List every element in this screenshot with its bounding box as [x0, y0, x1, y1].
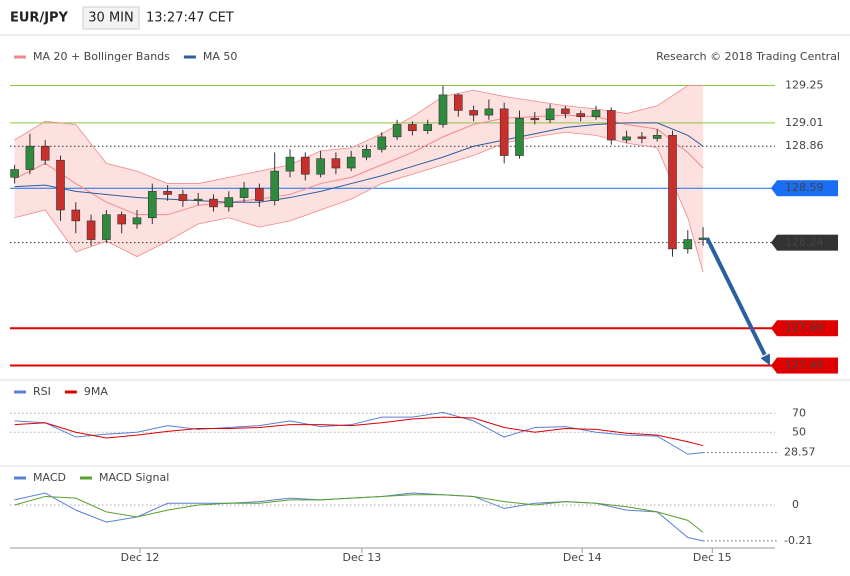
last-value-label: 28.57 [784, 446, 816, 459]
interval-box [82, 6, 140, 30]
candle-body [331, 158, 341, 169]
symbol: EUR/JPY [10, 11, 69, 26]
level-label-tip [771, 234, 777, 251]
candle-body [178, 194, 188, 201]
candle-body [224, 197, 234, 208]
candle-body [469, 110, 478, 116]
candle-body [300, 156, 310, 175]
candle-body [209, 198, 218, 208]
candle-body [453, 94, 463, 111]
candle-body [56, 159, 65, 211]
candle-body [163, 191, 172, 195]
candle-body [622, 136, 631, 141]
candle-body [270, 170, 279, 201]
candle-body [652, 135, 662, 139]
level-label-box [777, 180, 838, 197]
forecast-arrowhead [760, 353, 770, 366]
x-tick-label: Dec 13 [343, 551, 382, 564]
candle-body [40, 145, 50, 161]
candle-body [10, 169, 19, 178]
candle-body [316, 158, 325, 175]
level-label-tip [771, 320, 777, 337]
x-tick-label: Dec 12 [121, 551, 160, 564]
x-tick-label: Dec 14 [563, 551, 602, 564]
candle-body [346, 156, 356, 169]
level-label: 127.69 [785, 321, 824, 334]
line [14, 114, 704, 216]
level-label-box [777, 234, 838, 251]
candle-body [438, 94, 448, 125]
candle-body [132, 217, 142, 225]
candle-body [668, 135, 677, 250]
level-label: 128.24 [785, 236, 824, 249]
candle-body [515, 117, 524, 156]
line [14, 416, 704, 447]
candle-body [637, 136, 647, 139]
level-label-box [777, 357, 838, 374]
candle-body [561, 108, 570, 114]
candle-body [362, 149, 371, 158]
y-tick-label: 70 [792, 406, 806, 419]
candle-body [576, 113, 585, 117]
candle-body [591, 110, 601, 117]
candle-body [530, 117, 540, 121]
line [14, 494, 704, 533]
level-label: 129.01 [785, 116, 824, 129]
line [14, 122, 704, 203]
candle-body [683, 239, 693, 250]
candle-body [408, 124, 417, 131]
candle-body [25, 145, 35, 170]
forecast-arrow [705, 237, 767, 356]
candle-body [71, 209, 81, 222]
line [14, 411, 704, 455]
legend-label: 9MA [84, 385, 108, 398]
candle-body [377, 136, 387, 150]
bollinger-band [14, 85, 704, 273]
level-label-tip [771, 180, 777, 197]
line [14, 131, 704, 273]
candle-body [545, 108, 555, 121]
candle-body [239, 187, 249, 198]
legend-label: RSI [33, 385, 51, 398]
line [14, 85, 704, 184]
y-tick-label: 0 [792, 498, 799, 511]
level-label: 128.86 [785, 139, 824, 152]
candle-body [255, 187, 264, 201]
candle-body [484, 108, 494, 116]
legend-label: MACD Signal [99, 471, 169, 484]
candle-body [102, 214, 111, 240]
time: 13:27:47 CET [146, 11, 234, 26]
level-label: 128.59 [785, 181, 824, 194]
y-tick-label: 50 [792, 425, 806, 438]
last-value-label: -0.21 [784, 534, 812, 547]
level-label: 129.25 [785, 79, 824, 92]
candle-body [147, 191, 157, 219]
level-label-tip [771, 357, 777, 374]
candle-body [193, 198, 203, 201]
candle-body [285, 156, 295, 172]
legend-label: MA 50 [203, 50, 238, 63]
x-tick-label: Dec 15 [693, 551, 732, 564]
credit: Research © 2018 Trading Central [656, 50, 840, 63]
candle-body [499, 108, 509, 156]
legend-label: MACD [33, 471, 66, 484]
candle-body [423, 124, 432, 131]
candle-body [86, 220, 96, 240]
candle-body [606, 110, 616, 141]
level-label-box [777, 320, 838, 337]
level-label: 127.45 [785, 359, 824, 372]
interval: 30 MIN [88, 11, 133, 26]
candle-body [117, 214, 126, 225]
legend-label: MA 20 + Bollinger Bands [33, 50, 170, 63]
candle-body [392, 124, 402, 138]
